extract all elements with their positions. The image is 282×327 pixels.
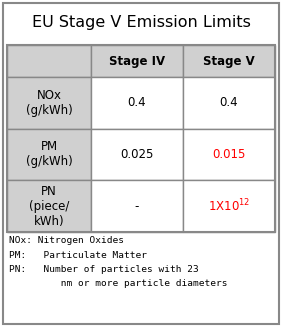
Bar bbox=[91, 180, 183, 232]
Bar bbox=[7, 180, 91, 232]
Bar bbox=[7, 45, 91, 77]
Bar bbox=[183, 180, 275, 232]
Bar bbox=[7, 77, 91, 129]
Text: PM:   Particulate Matter: PM: Particulate Matter bbox=[9, 250, 147, 260]
Text: 0.015: 0.015 bbox=[212, 148, 246, 161]
Text: 0.025: 0.025 bbox=[120, 148, 154, 161]
Bar bbox=[91, 77, 183, 129]
Text: NOx: Nitrogen Oxides: NOx: Nitrogen Oxides bbox=[9, 236, 124, 245]
Bar bbox=[91, 129, 183, 180]
Text: Stage V: Stage V bbox=[203, 55, 255, 67]
Bar bbox=[183, 45, 275, 77]
Text: 1X10$^{12}$: 1X10$^{12}$ bbox=[208, 198, 250, 215]
Text: NOx
(g/kWh): NOx (g/kWh) bbox=[26, 89, 72, 117]
Bar bbox=[7, 45, 275, 232]
Text: nm or more particle diameters: nm or more particle diameters bbox=[9, 280, 228, 288]
Text: PN
(piece/
kWh): PN (piece/ kWh) bbox=[29, 185, 69, 228]
Text: 0.4: 0.4 bbox=[220, 96, 238, 109]
Bar bbox=[183, 129, 275, 180]
Bar bbox=[7, 129, 91, 180]
Text: EU Stage V Emission Limits: EU Stage V Emission Limits bbox=[32, 15, 250, 30]
Bar bbox=[183, 77, 275, 129]
Text: Stage IV: Stage IV bbox=[109, 55, 165, 67]
Bar bbox=[91, 45, 183, 77]
Text: PM
(g/kWh): PM (g/kWh) bbox=[26, 141, 72, 168]
Text: 0.4: 0.4 bbox=[128, 96, 146, 109]
Text: PN:   Number of particles with 23: PN: Number of particles with 23 bbox=[9, 265, 199, 274]
Text: -: - bbox=[135, 200, 139, 213]
